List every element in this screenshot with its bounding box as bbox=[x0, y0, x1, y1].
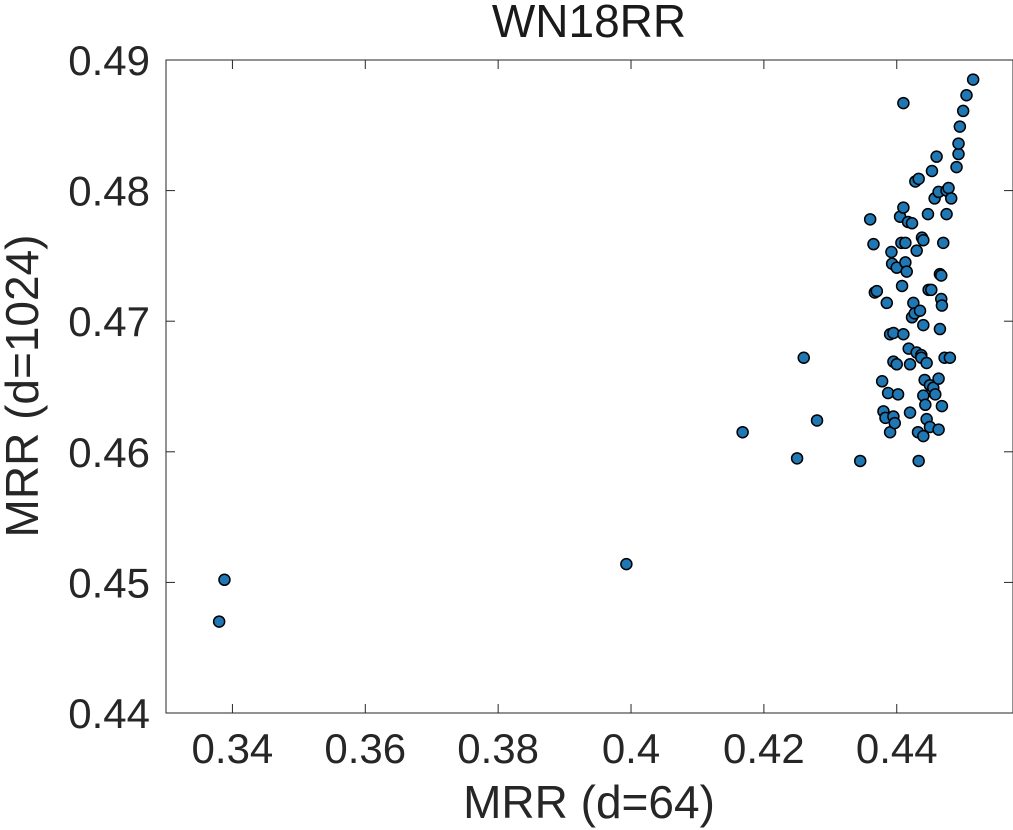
scatter-point bbox=[899, 236, 912, 250]
scatter-point bbox=[953, 120, 967, 133]
scatter-point bbox=[930, 150, 943, 163]
scatter-point bbox=[887, 326, 900, 340]
scatter-point bbox=[891, 388, 905, 401]
scatter-point bbox=[905, 217, 919, 230]
x-axis: 0.34 0.36 0.38 0.4 0.42 0.44 bbox=[192, 60, 938, 772]
scatter-point bbox=[966, 73, 980, 86]
scatter-point bbox=[935, 269, 948, 282]
data-points bbox=[212, 73, 980, 628]
scatter-point bbox=[895, 279, 909, 293]
scatter-point bbox=[797, 351, 810, 365]
scatter-point bbox=[867, 237, 880, 251]
y-tick-label: 0.49 bbox=[68, 37, 150, 84]
scatter-point bbox=[212, 615, 226, 628]
scatter-point bbox=[956, 104, 970, 118]
y-tick-label: 0.48 bbox=[68, 168, 150, 215]
scatter-point bbox=[218, 573, 231, 587]
scatter-point bbox=[936, 236, 950, 250]
x-tick-label: 0.42 bbox=[723, 725, 805, 772]
scatter-point bbox=[932, 372, 945, 385]
scatter-point bbox=[870, 284, 884, 298]
y-axis: 0.44 0.45 0.46 0.47 0.48 0.49 bbox=[68, 37, 1013, 737]
x-tick-label: 0.4 bbox=[602, 725, 660, 772]
scatter-point bbox=[919, 398, 932, 412]
scatter-point bbox=[897, 96, 910, 110]
scatter-point bbox=[885, 245, 898, 259]
scatter-point bbox=[912, 454, 925, 468]
scatter-point bbox=[950, 160, 963, 174]
scatter-point bbox=[935, 399, 949, 413]
scatter-point bbox=[952, 147, 965, 161]
scatter-point bbox=[900, 265, 913, 278]
scatter-point bbox=[853, 454, 867, 468]
scatter-point bbox=[620, 557, 633, 571]
scatter-point bbox=[863, 213, 877, 226]
scatter-point bbox=[921, 207, 935, 221]
scatter-point bbox=[736, 425, 749, 439]
x-tick-label: 0.34 bbox=[192, 725, 274, 772]
scatter-point bbox=[933, 322, 947, 336]
scatter-point bbox=[932, 423, 945, 436]
scatter-point bbox=[875, 375, 889, 388]
scatter-point bbox=[925, 283, 938, 297]
scatter-point bbox=[790, 452, 804, 465]
x-tick-label: 0.38 bbox=[457, 725, 539, 772]
scatter-point bbox=[920, 356, 933, 370]
scatter-point bbox=[940, 207, 953, 221]
scatter-point bbox=[810, 414, 824, 427]
scatter-point bbox=[903, 358, 917, 371]
y-tick-label: 0.47 bbox=[68, 298, 150, 345]
scatter-point bbox=[935, 299, 949, 312]
scatter-point bbox=[913, 304, 927, 318]
scatter-point bbox=[917, 233, 930, 247]
scatter-point bbox=[925, 164, 939, 178]
y-axis-label: MRR (d=1024) bbox=[0, 235, 48, 538]
scatter-point bbox=[943, 351, 957, 365]
scatter-point bbox=[881, 386, 895, 400]
scatter-point bbox=[942, 181, 955, 195]
scatter-point bbox=[880, 296, 894, 310]
x-axis-label: MRR (d=64) bbox=[463, 776, 715, 828]
x-tick-label: 0.44 bbox=[856, 725, 938, 772]
scatter-point bbox=[917, 429, 930, 443]
y-tick-label: 0.45 bbox=[68, 559, 150, 606]
chart-title: WN18RR bbox=[492, 0, 686, 47]
scatter-point bbox=[897, 328, 910, 341]
scatter-point bbox=[903, 406, 917, 419]
scatter-point bbox=[952, 137, 965, 150]
scatter-point bbox=[917, 318, 930, 332]
scatter-point bbox=[890, 358, 903, 371]
scatter-point bbox=[888, 416, 902, 430]
scatter-point bbox=[912, 172, 925, 186]
y-tick-label: 0.44 bbox=[68, 690, 150, 737]
scatter-point bbox=[910, 244, 923, 257]
y-tick-label: 0.46 bbox=[68, 429, 150, 476]
scatter-point bbox=[929, 388, 942, 401]
scatter-point bbox=[960, 89, 973, 102]
scatter-point bbox=[897, 201, 910, 214]
x-tick-label: 0.36 bbox=[324, 725, 406, 772]
plot-area-frame bbox=[165, 59, 1013, 714]
scatter-point bbox=[944, 192, 958, 205]
